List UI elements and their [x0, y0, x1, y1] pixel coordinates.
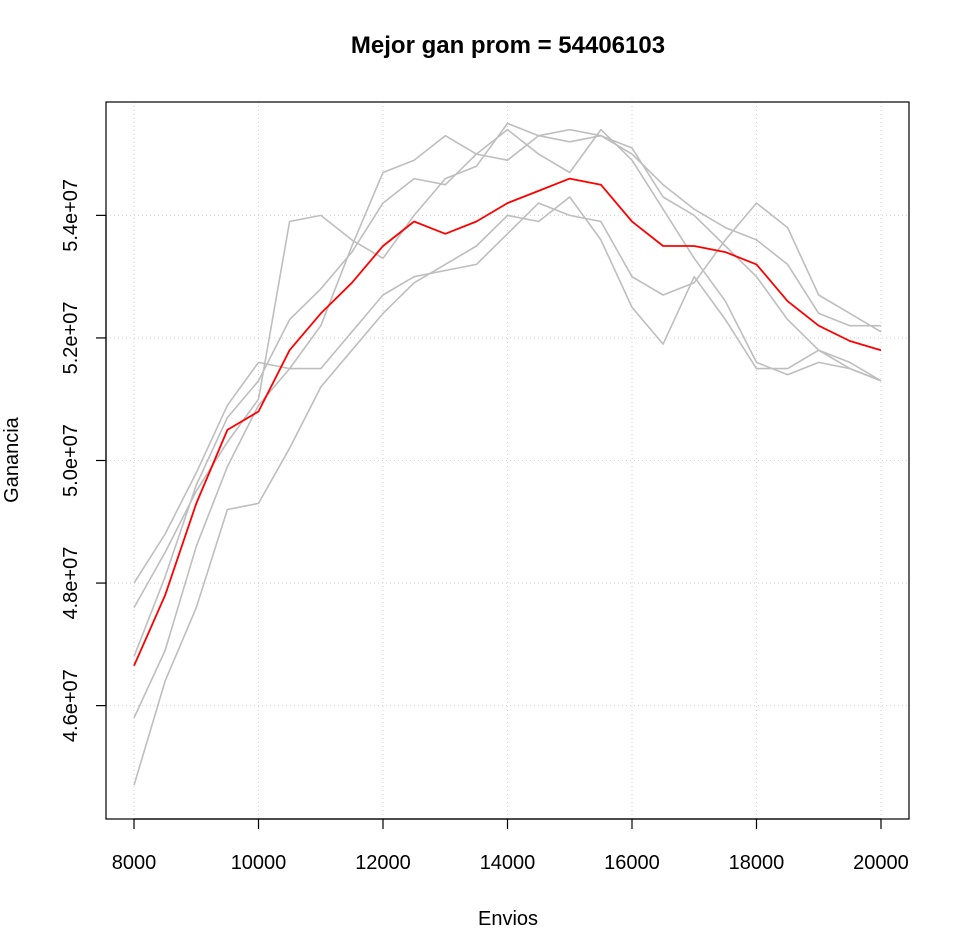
series-line-1: [133, 122, 881, 608]
x-tick-label: 10000: [231, 852, 287, 874]
y-tick-label: 4.8e+07: [60, 547, 82, 620]
y-tick-label: 5.2e+07: [60, 302, 82, 375]
y-axis: 4.6e+07 4.8e+07 5.0e+07 5.2e+07 5.4e+07: [60, 179, 107, 742]
x-tick-label: 12000: [355, 852, 411, 874]
y-tick-label: 4.6e+07: [60, 669, 82, 742]
y-axis-label: Ganancia: [1, 416, 23, 502]
x-tick-label: 8000: [112, 852, 157, 874]
x-axis: 8000 10000 12000 14000 16000 18000 20000: [112, 818, 909, 874]
series-line-4: [133, 202, 882, 719]
x-tick-label: 14000: [480, 852, 536, 874]
x-tick-label: 16000: [604, 852, 660, 874]
average-series-line: [133, 177, 882, 667]
chart-title: Mejor gan prom = 54406103: [351, 32, 665, 59]
x-axis-label: Envios: [478, 908, 538, 930]
series-line-5: [133, 196, 882, 786]
data-series: [133, 122, 882, 786]
y-tick-label: 5.0e+07: [60, 424, 82, 497]
y-tick-label: 5.4e+07: [60, 179, 82, 252]
series-line-3: [133, 128, 882, 657]
x-tick-label: 20000: [853, 852, 909, 874]
x-tick-label: 18000: [729, 852, 785, 874]
series-line-2: [133, 128, 882, 584]
